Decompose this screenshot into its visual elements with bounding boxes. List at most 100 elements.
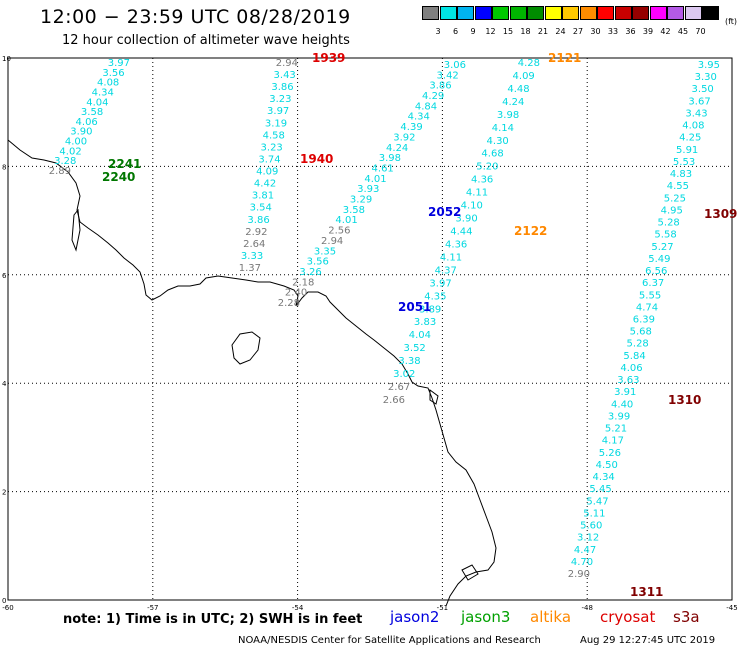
x-tick-label: -54 bbox=[292, 604, 304, 612]
wave-height-value: 3.29 bbox=[350, 195, 372, 206]
legend-swatch bbox=[509, 6, 527, 20]
legend-label: 33 bbox=[607, 27, 619, 36]
wave-height-value: 3.38 bbox=[398, 356, 420, 367]
satellite-name: altika bbox=[530, 608, 572, 626]
wave-height-value: 4.24 bbox=[502, 97, 524, 108]
wave-height-value: 2.40 bbox=[285, 288, 307, 299]
wave-height-value: 3.90 bbox=[70, 127, 92, 138]
pass-time-label: 1309 bbox=[704, 207, 737, 221]
legend-swatch bbox=[684, 6, 702, 20]
y-tick-label: 2 bbox=[2, 489, 6, 497]
coastline bbox=[7, 139, 497, 607]
altimeter-tracks: 3.973.564.084.344.043.584.063.904.004.02… bbox=[49, 58, 720, 580]
wave-height-value: 4.34 bbox=[593, 472, 615, 483]
wave-height-value: 4.36 bbox=[445, 240, 467, 251]
wave-height-value: 3.98 bbox=[379, 153, 401, 164]
wave-height-value: 4.02 bbox=[59, 146, 81, 157]
wave-height-value: 3.86 bbox=[247, 215, 269, 226]
wave-height-value: 3.99 bbox=[608, 412, 630, 423]
wave-height-value: 3.89 bbox=[419, 304, 441, 315]
pass-time-label: 1310 bbox=[668, 393, 701, 407]
legend-swatch bbox=[667, 6, 684, 20]
wave-height-value: 4.25 bbox=[679, 133, 701, 144]
wave-height-value: 2.94 bbox=[276, 58, 298, 69]
wave-height-value: 3.67 bbox=[688, 96, 710, 107]
wave-height-value: 4.37 bbox=[435, 265, 457, 276]
wave-height-value: 3.97 bbox=[429, 278, 451, 289]
wave-height-value: 4.74 bbox=[636, 302, 658, 313]
wave-height-value: 4.30 bbox=[487, 136, 509, 147]
wave-height-value: 3.26 bbox=[299, 267, 321, 278]
pass-time-label: 2241 bbox=[108, 157, 141, 171]
x-tick-label: -51 bbox=[437, 604, 448, 612]
wave-height-value: 4.36 bbox=[471, 175, 493, 186]
x-tick-label: -57 bbox=[147, 604, 158, 612]
generated-time: Aug 29 12:27:45 UTC 2019 bbox=[580, 635, 716, 646]
y-tick-label: 6 bbox=[2, 272, 7, 280]
satellite-name: s3a bbox=[673, 608, 700, 626]
legend-label: 36 bbox=[625, 27, 636, 36]
y-tick-label: 10 bbox=[2, 55, 11, 63]
pass-time-label: 2121 bbox=[548, 51, 581, 65]
wave-height-value: 4.01 bbox=[335, 215, 357, 226]
wave-height-value: 4.42 bbox=[254, 179, 276, 190]
legend-swatch bbox=[649, 6, 667, 20]
wave-height-value: 3.97 bbox=[108, 58, 130, 69]
chart-title: 12:00 − 23:59 UTC 08/28/2019 bbox=[40, 6, 351, 28]
legend-swatch bbox=[579, 6, 597, 20]
wave-height-value: 4.04 bbox=[409, 330, 431, 341]
wave-height-value: 3.12 bbox=[577, 533, 599, 544]
wave-height-value: 4.08 bbox=[97, 78, 119, 89]
legend-swatch bbox=[474, 6, 492, 20]
wave-height-value: 4.11 bbox=[440, 252, 462, 263]
wave-height-value: 4.50 bbox=[596, 460, 618, 471]
wave-height-value: 3.74 bbox=[258, 155, 280, 166]
legend-label: 39 bbox=[642, 27, 654, 36]
wave-height-value: 5.55 bbox=[639, 290, 661, 301]
wave-height-value: 2.56 bbox=[328, 226, 350, 237]
legend-swatch bbox=[614, 6, 632, 20]
wave-height-value: 5.11 bbox=[583, 508, 605, 519]
wave-height-value: 3.63 bbox=[617, 375, 639, 386]
plot-border bbox=[7, 57, 733, 601]
wave-height-value: 6.37 bbox=[642, 278, 664, 289]
wave-height-value: 3.81 bbox=[252, 191, 274, 202]
legend-swatch bbox=[527, 6, 544, 20]
satellite-name: jason3 bbox=[461, 608, 511, 626]
legend-label: 15 bbox=[502, 27, 514, 36]
wave-height-value: 4.39 bbox=[400, 122, 422, 133]
legend-label: 6 bbox=[452, 27, 459, 36]
pass-time-label: 2051 bbox=[398, 300, 431, 314]
wave-height-value: 5.53 bbox=[673, 157, 695, 168]
estuary-island bbox=[71, 208, 81, 252]
legend-unit: (ft) bbox=[725, 17, 738, 26]
wave-height-value: 4.11 bbox=[466, 188, 488, 199]
legend-label: 70 bbox=[695, 27, 706, 36]
wave-height-value: 4.04 bbox=[86, 97, 108, 108]
wave-height-value: 4.34 bbox=[408, 112, 430, 123]
wave-height-value: 4.17 bbox=[602, 436, 624, 447]
wave-height-value: 4.06 bbox=[620, 363, 642, 374]
wave-height-value: 3.86 bbox=[429, 81, 451, 92]
wave-height-value: 2.94 bbox=[321, 236, 343, 247]
legend-swatch bbox=[562, 6, 579, 20]
wave-height-value: 3.23 bbox=[269, 94, 291, 105]
footer-note: note: 1) Time is in UTC; 2) SWH is in fe… bbox=[63, 612, 363, 627]
wave-height-value: 3.90 bbox=[455, 214, 477, 225]
y-tick-label: 4 bbox=[2, 380, 7, 388]
wave-height-value: 4.70 bbox=[571, 557, 593, 568]
wave-height-value: 2.66 bbox=[383, 395, 405, 406]
wave-height-value: 5.60 bbox=[580, 521, 602, 532]
x-tick-label: -60 bbox=[2, 604, 13, 612]
legend-swatch bbox=[702, 6, 719, 20]
wave-height-value: 4.01 bbox=[364, 174, 386, 185]
wave-height-value: 4.28 bbox=[518, 58, 540, 69]
legend-swatch bbox=[457, 6, 474, 20]
wave-height-value: 4.09 bbox=[256, 167, 278, 178]
legend-label: 45 bbox=[677, 27, 689, 36]
wave-height-value: 3.93 bbox=[357, 184, 379, 195]
wave-height-value: 4.08 bbox=[682, 121, 704, 132]
x-tick-label: -45 bbox=[726, 604, 737, 612]
wave-height-value: 4.34 bbox=[92, 88, 114, 99]
